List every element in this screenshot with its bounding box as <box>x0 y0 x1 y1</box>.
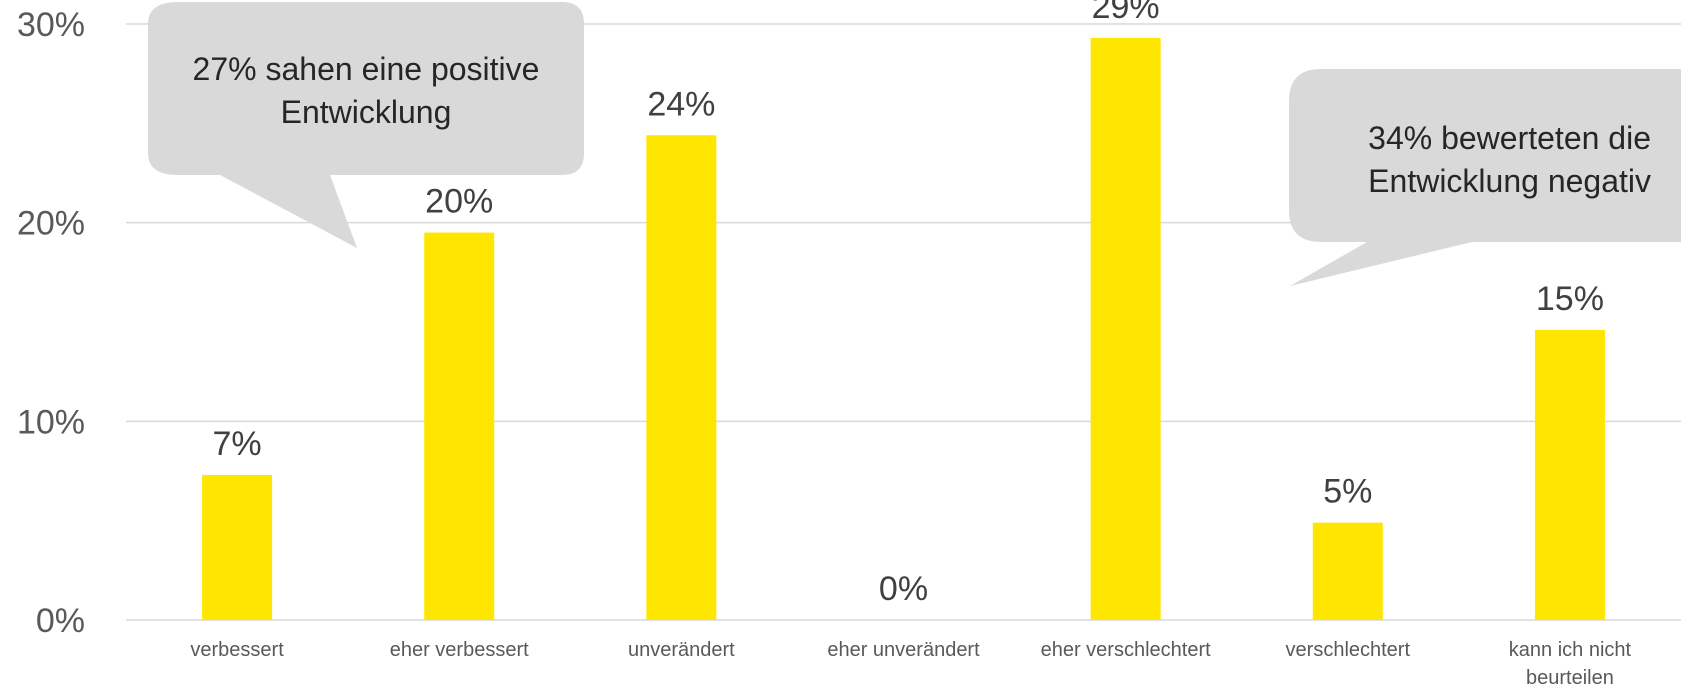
bar <box>646 135 717 620</box>
callout-negative-line-1: 34% bewerteten die <box>1368 120 1651 156</box>
callout-positive-line-1: 27% sahen eine positive <box>193 51 540 87</box>
bar <box>1312 522 1383 620</box>
bars <box>202 37 1605 620</box>
bar <box>1534 329 1605 620</box>
data-label: 5% <box>1323 473 1372 511</box>
data-label: 29% <box>1092 0 1160 26</box>
data-label: 20% <box>425 183 493 221</box>
data-label: 24% <box>647 85 715 123</box>
callout-negative: 34% bewerteten die Entwicklung negativ <box>1289 69 1681 286</box>
callout-positive: 27% sahen eine positive Entwicklung <box>148 2 584 248</box>
callout-negative-bubble <box>1289 69 1681 286</box>
x-axis-category-labels: verbessert eher verbessert unverändert eher… <box>190 639 1631 689</box>
callout-negative-line-2: Entwicklung negativ <box>1368 163 1651 199</box>
bar <box>202 474 273 620</box>
bar <box>1090 37 1161 620</box>
x-category-label: eher verbessert <box>390 639 529 661</box>
data-label: 7% <box>213 425 262 463</box>
x-category-label: verschlechtert <box>1286 639 1411 661</box>
y-axis-tick-labels: 0% 10% 20% 30% <box>17 6 85 640</box>
callout-positive-line-2: Entwicklung <box>281 94 452 130</box>
data-label: 0% <box>879 570 928 608</box>
x-category-label: eher verschlechtert <box>1041 639 1212 661</box>
callout-positive-bubble <box>148 2 584 248</box>
x-category-label: kann ich nicht beurteilen <box>1509 639 1632 689</box>
y-tick-label: 30% <box>17 6 85 44</box>
data-label: 15% <box>1536 280 1604 318</box>
y-tick-label: 10% <box>17 403 85 441</box>
bar <box>424 232 495 620</box>
x-category-label: verbessert <box>190 639 284 661</box>
y-tick-label: 20% <box>17 205 85 243</box>
x-category-label: unverändert <box>628 639 735 661</box>
data-labels: 7% 20% 24% 0% 29% 5% 15% <box>213 0 1604 608</box>
x-category-label: eher unverändert <box>827 639 980 661</box>
y-tick-label: 0% <box>36 602 85 640</box>
